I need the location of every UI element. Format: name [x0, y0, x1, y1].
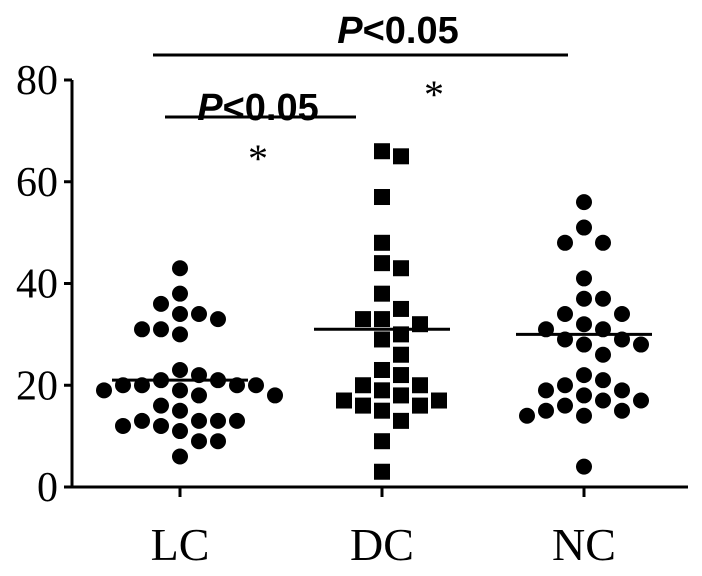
data-point-lc	[191, 306, 207, 322]
data-point-nc	[576, 408, 592, 424]
data-point-dc	[393, 301, 409, 317]
data-point-dc	[374, 143, 390, 159]
data-point-lc	[191, 387, 207, 403]
x-axis-ticks: LC DC NC	[151, 487, 616, 570]
data-point-lc	[172, 362, 188, 378]
data-point-lc	[172, 382, 188, 398]
data-point-nc	[576, 316, 592, 332]
data-point-nc	[595, 393, 611, 409]
data-point-nc	[519, 408, 535, 424]
data-point-dc	[355, 311, 371, 327]
data-point-dc	[336, 393, 352, 409]
data-point-dc	[374, 403, 390, 419]
data-point-lc	[229, 413, 245, 429]
data-point-nc	[576, 367, 592, 383]
data-point-dc	[374, 235, 390, 251]
data-point-lc	[96, 382, 112, 398]
significance-star: *	[424, 72, 444, 117]
data-point-lc	[210, 311, 226, 327]
data-point-lc	[210, 413, 226, 429]
y-tick-label: 80	[16, 58, 58, 104]
data-point-lc	[210, 433, 226, 449]
x-tick-label: DC	[350, 519, 414, 570]
data-point-nc	[557, 398, 573, 414]
data-point-dc	[374, 382, 390, 398]
y-tick-label: 40	[16, 262, 58, 308]
data-point-dc	[374, 331, 390, 347]
significance-label: P<0.05	[197, 87, 319, 129]
data-point-dc	[393, 260, 409, 276]
data-point-dc	[412, 377, 428, 393]
data-point-nc	[614, 403, 630, 419]
data-point-dc	[393, 367, 409, 383]
data-point-lc	[172, 403, 188, 419]
data-point-nc	[576, 291, 592, 307]
y-tick-label: 20	[16, 363, 58, 409]
data-point-dc	[374, 189, 390, 205]
data-point-dc	[431, 393, 447, 409]
data-point-nc	[595, 291, 611, 307]
data-point-lc	[172, 448, 188, 464]
x-tick-label: LC	[151, 519, 210, 570]
data-point-dc	[374, 433, 390, 449]
y-tick-label: 60	[16, 160, 58, 206]
y-axis-ticks: 0 20 40 60 80	[16, 58, 72, 511]
data-point-dc	[355, 377, 371, 393]
data-point-lc	[115, 418, 131, 434]
data-point-nc	[633, 393, 649, 409]
data-point-lc	[172, 306, 188, 322]
data-point-nc	[576, 270, 592, 286]
data-point-nc	[614, 306, 630, 322]
data-point-lc	[134, 413, 150, 429]
data-point-nc	[576, 387, 592, 403]
data-point-dc	[374, 311, 390, 327]
data-point-dc	[355, 398, 371, 414]
data-point-dc	[393, 347, 409, 363]
data-point-lc	[172, 423, 188, 439]
significance-label: P<0.05	[337, 10, 459, 52]
significance-star: *	[248, 136, 268, 181]
data-point-dc	[393, 413, 409, 429]
data-point-nc	[595, 372, 611, 388]
data-point-nc	[614, 382, 630, 398]
data-point-dc	[393, 148, 409, 164]
data-point-nc	[633, 337, 649, 353]
data-point-nc	[557, 235, 573, 251]
data-point-lc	[191, 413, 207, 429]
data-point-nc	[576, 220, 592, 236]
data-point-nc	[576, 337, 592, 353]
data-point-lc	[191, 433, 207, 449]
data-point-lc	[134, 321, 150, 337]
data-point-lc	[153, 418, 169, 434]
data-point-nc	[576, 459, 592, 475]
data-point-lc	[172, 326, 188, 342]
data-points	[96, 143, 649, 480]
data-point-nc	[595, 347, 611, 363]
data-point-lc	[267, 387, 283, 403]
data-point-nc	[538, 403, 554, 419]
significance-annotations: P<0.05 * P<0.05 *	[153, 10, 568, 181]
data-point-nc	[538, 382, 554, 398]
data-point-lc	[153, 398, 169, 414]
data-point-dc	[374, 255, 390, 271]
y-tick-label: 0	[37, 465, 58, 511]
x-tick-label: NC	[552, 519, 616, 570]
data-point-lc	[172, 286, 188, 302]
data-point-dc	[374, 286, 390, 302]
data-point-nc	[595, 235, 611, 251]
data-point-dc	[412, 398, 428, 414]
data-point-nc	[576, 194, 592, 210]
data-point-dc	[374, 464, 390, 480]
data-point-lc	[172, 260, 188, 276]
data-point-lc	[153, 321, 169, 337]
data-point-dc	[374, 362, 390, 378]
data-point-lc	[153, 296, 169, 312]
data-point-nc	[557, 306, 573, 322]
data-point-lc	[248, 377, 264, 393]
data-point-nc	[557, 377, 573, 393]
data-point-dc	[393, 387, 409, 403]
